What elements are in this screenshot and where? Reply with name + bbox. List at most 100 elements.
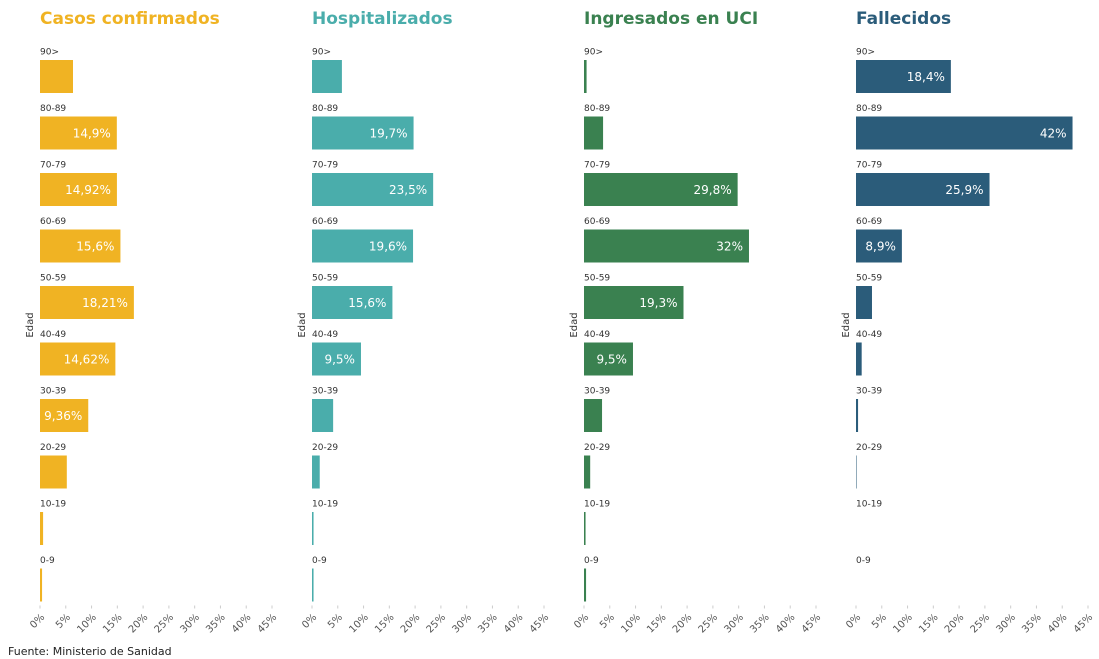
bar: [584, 116, 604, 150]
x-tick-label: 20%: [399, 612, 423, 636]
bar: [584, 399, 603, 432]
bar: [584, 229, 749, 263]
category-label: 0-9: [856, 556, 871, 566]
x-tick-label: 25%: [697, 612, 721, 636]
category-label: 60-69: [40, 217, 66, 227]
x-tick-label: 45%: [800, 612, 824, 636]
bar: [312, 512, 314, 545]
bar: [584, 455, 591, 489]
category-label: 60-69: [856, 217, 882, 227]
category-label: 30-39: [312, 387, 338, 397]
category-label: 50-59: [584, 274, 610, 284]
x-tick-label: 5%: [326, 612, 345, 631]
category-label: 20-29: [312, 443, 338, 453]
x-tick-label: 45%: [1072, 612, 1096, 636]
x-tick-label: 25%: [969, 612, 993, 636]
bar: [856, 455, 857, 489]
y-axis-label: Edad: [25, 312, 36, 337]
x-tick-label: 40%: [774, 612, 798, 636]
category-label: 20-29: [856, 443, 882, 453]
bar: [40, 568, 43, 602]
bar: [584, 512, 586, 545]
bar: [856, 286, 872, 319]
y-axis-label: Edad: [297, 312, 308, 337]
category-label: 10-19: [312, 500, 338, 510]
category-label: 70-79: [584, 161, 610, 171]
x-tick-label: 35%: [476, 612, 500, 636]
category-label: 30-39: [40, 387, 66, 397]
category-label: 70-79: [856, 161, 882, 171]
category-label: 50-59: [312, 274, 338, 284]
bar: [312, 229, 414, 263]
x-tick-label: 40%: [502, 612, 526, 636]
value-label: 19,3%: [639, 296, 677, 310]
bar: [584, 60, 587, 93]
x-tick-label: 15%: [917, 612, 941, 636]
bar: [856, 229, 902, 263]
category-label: 30-39: [856, 387, 882, 397]
bar: [312, 342, 361, 376]
category-label: 10-19: [40, 500, 66, 510]
x-tick-label: 5%: [598, 612, 617, 631]
category-label: 60-69: [312, 217, 338, 227]
x-tick-label: 15%: [645, 612, 669, 636]
value-label: 25,9%: [945, 183, 983, 197]
bar: [40, 60, 73, 93]
x-tick-label: 30%: [722, 612, 746, 636]
x-tick-label: 20%: [943, 612, 967, 636]
panel-title: Ingresados en UCI: [584, 9, 758, 29]
bar: [584, 568, 587, 602]
bar: [40, 286, 134, 319]
bar: [856, 60, 951, 93]
bar: [40, 173, 117, 206]
x-tick-label: 20%: [671, 612, 695, 636]
category-label: 20-29: [584, 443, 610, 453]
x-tick-label: 25%: [425, 612, 449, 636]
category-label: 90>: [40, 48, 59, 58]
panel-title: Casos confirmados: [40, 9, 220, 29]
value-label: 8,9%: [865, 240, 896, 254]
value-label: 29,8%: [694, 183, 732, 197]
x-tick-label: 30%: [178, 612, 202, 636]
x-tick-label: 45%: [256, 612, 280, 636]
bar: [40, 455, 67, 489]
category-label: 10-19: [584, 500, 610, 510]
value-label: 15,6%: [348, 296, 386, 310]
category-label: 0-9: [40, 556, 55, 566]
x-tick-label: 35%: [748, 612, 772, 636]
category-label: 40-49: [312, 330, 338, 340]
y-axis-label: Edad: [569, 312, 580, 337]
value-label: 23,5%: [389, 183, 427, 197]
x-tick-label: 35%: [1020, 612, 1044, 636]
bar: [312, 60, 342, 93]
x-tick-label: 5%: [54, 612, 73, 631]
x-tick-label: 45%: [528, 612, 552, 636]
value-label: 32%: [716, 240, 743, 254]
x-tick-label: 10%: [891, 612, 915, 636]
panel-title: Fallecidos: [856, 9, 951, 29]
x-tick-label: 20%: [127, 612, 151, 636]
x-tick-label: 5%: [870, 612, 889, 631]
bar: [312, 286, 393, 319]
x-tick-label: 0%: [300, 612, 319, 631]
bar: [40, 229, 121, 263]
bar: [584, 286, 684, 319]
category-label: 80-89: [856, 104, 882, 114]
value-label: 19,6%: [369, 240, 407, 254]
bar: [856, 116, 1073, 150]
y-axis-label: Edad: [841, 312, 852, 337]
category-label: 0-9: [312, 556, 327, 566]
bar: [856, 399, 859, 432]
x-tick-label: 15%: [101, 612, 125, 636]
bar: [312, 399, 334, 432]
category-label: 90>: [584, 48, 603, 58]
x-tick-label: 10%: [347, 612, 371, 636]
bar: [312, 568, 314, 602]
value-label: 15,6%: [76, 240, 114, 254]
category-label: 40-49: [40, 330, 66, 340]
category-label: 10-19: [856, 500, 882, 510]
bar: [312, 455, 320, 489]
category-label: 80-89: [312, 104, 338, 114]
bar: [40, 116, 117, 150]
